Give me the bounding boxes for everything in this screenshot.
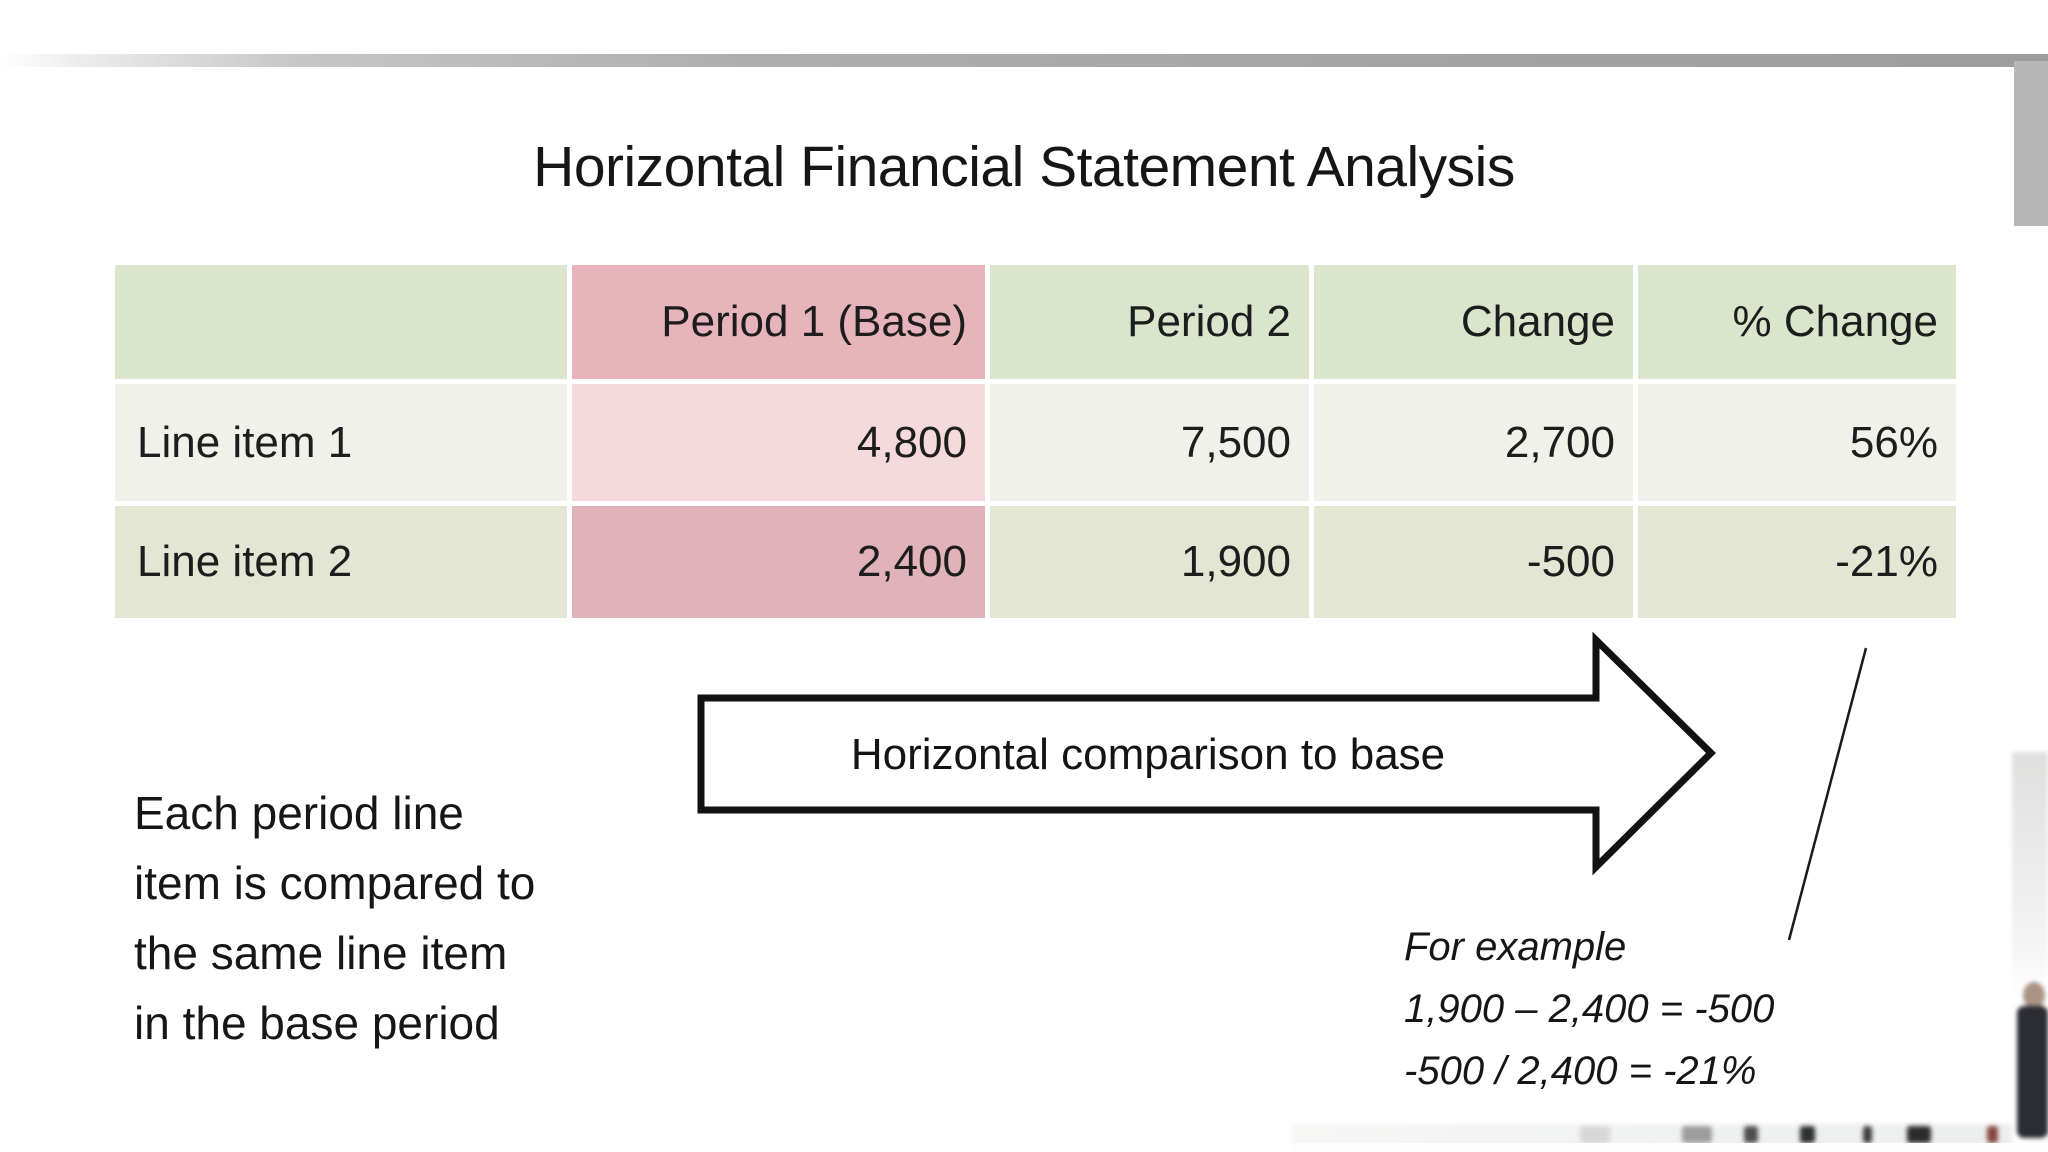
row1-period-1: 4,800: [572, 384, 985, 501]
header-pct-change: % Change: [1638, 265, 1956, 379]
person-body: [2017, 1006, 2048, 1138]
header-blank: [115, 265, 567, 379]
explanation-line: the same line item: [134, 927, 508, 979]
photo-blob: [1800, 1126, 1815, 1143]
slide-title: Horizontal Financial Statement Analysis: [533, 135, 1515, 199]
row1-period-2: 7,500: [990, 384, 1309, 501]
row2-pct-change: -21%: [1638, 506, 1956, 618]
photo-blob: [1744, 1126, 1758, 1143]
example-line: For example: [1404, 925, 1627, 969]
photo-blob: [1863, 1126, 1872, 1143]
photo-blob: [1682, 1126, 1712, 1143]
frame-bottom-white: [1292, 1143, 2048, 1152]
row2-change: -500: [1314, 506, 1633, 618]
example-note: For example 1,900 – 2,400 = -500 -500 / …: [1404, 916, 1774, 1102]
header-period-2: Period 2: [990, 265, 1309, 379]
header-period-1-base: Period 1 (Base): [572, 265, 985, 379]
photo-fragment-bottom: [1292, 1124, 2048, 1146]
explanation-line: item is compared to: [134, 857, 536, 909]
video-edge-right-bar: [2014, 61, 2048, 226]
explanation-line: in the base period: [134, 997, 500, 1049]
row1-pct-change: 56%: [1638, 384, 1956, 501]
explanation-line: Each period line: [134, 787, 464, 839]
row1-change: 2,700: [1314, 384, 1633, 501]
row2-label: Line item 2: [115, 506, 567, 618]
explanation-note: Each period line item is compared to the…: [134, 778, 535, 1058]
example-line: -500 / 2,400 = -21%: [1404, 1049, 1757, 1093]
example-line: 1,900 – 2,400 = -500: [1404, 987, 1775, 1031]
photo-blob: [1907, 1126, 1931, 1143]
photo-blob: [1987, 1126, 1998, 1143]
callout-line: [1787, 647, 1868, 941]
person-head: [2023, 982, 2045, 1009]
horizontal-analysis-table: Period 1 (Base) Period 2 Change % Change…: [115, 265, 1956, 618]
row1-label: Line item 1: [115, 384, 567, 501]
row2-period-1: 2,400: [572, 506, 985, 618]
row2-period-2: 1,900: [990, 506, 1309, 618]
right-arrow-shape: [697, 631, 1716, 876]
arrow-label: Horizontal comparison to base: [851, 730, 1445, 779]
header-change: Change: [1314, 265, 1633, 379]
video-edge-top-bar: [0, 54, 2048, 67]
photo-fragment-right: [2012, 752, 2048, 1144]
photo-blob: [1580, 1126, 1610, 1143]
